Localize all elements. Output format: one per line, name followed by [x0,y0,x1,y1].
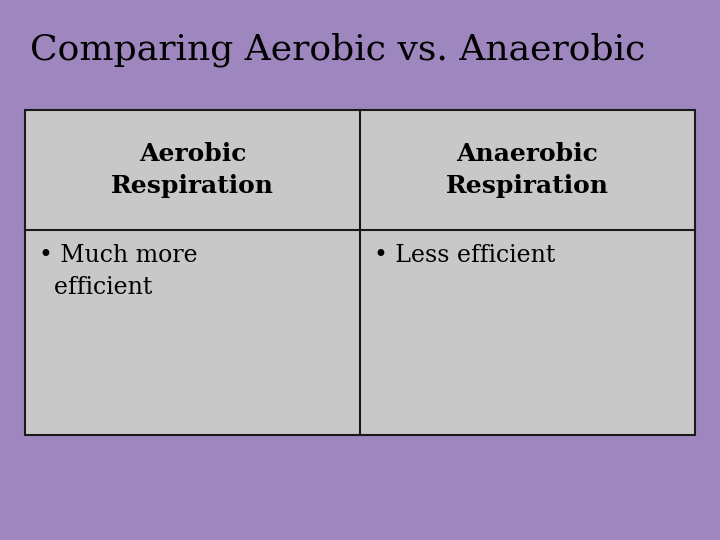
Text: Aerobic
Respiration: Aerobic Respiration [111,142,274,198]
Text: • Much more
  efficient: • Much more efficient [39,244,197,299]
Bar [25,110,695,435]
Text: Anaerobic
Respiration: Anaerobic Respiration [446,142,609,198]
Text: • Less efficient: • Less efficient [374,244,555,267]
Text: Comparing Aerobic vs. Anaerobic: Comparing Aerobic vs. Anaerobic [30,33,645,68]
